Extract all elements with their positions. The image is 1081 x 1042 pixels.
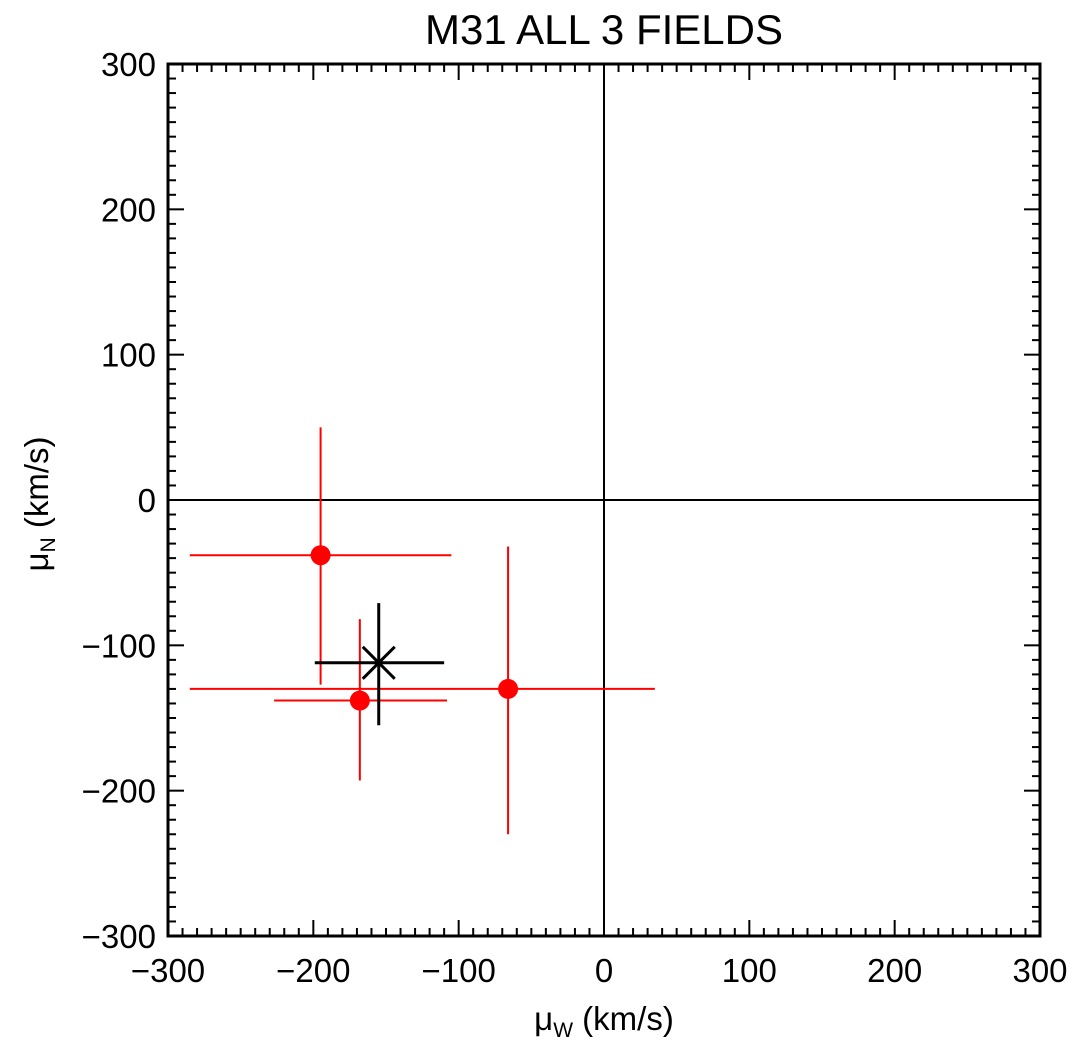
y-tick-label: −200 xyxy=(82,773,156,810)
x-axis-ticks: −300 −200 −100 0 100 200 300 xyxy=(131,64,1068,989)
y-tick-label: 0 xyxy=(138,482,156,519)
mean-point-marker xyxy=(361,645,396,680)
marker-stroke xyxy=(361,645,396,680)
y-tick-label: −300 xyxy=(82,918,156,955)
x-tick-label: 100 xyxy=(722,952,777,989)
data-point xyxy=(498,678,519,699)
chart-title: M31 ALL 3 FIELDS xyxy=(425,6,783,53)
y-axis-label: μN (km/s) xyxy=(18,437,60,572)
data-point xyxy=(310,545,331,566)
series-1 xyxy=(189,427,655,835)
series-2 xyxy=(314,603,445,726)
x-tick-label: −300 xyxy=(131,952,205,989)
x-tick-label: −200 xyxy=(276,952,350,989)
data-marks xyxy=(189,427,655,835)
data-point xyxy=(349,690,370,711)
y-tick-label: 100 xyxy=(101,337,156,374)
reference-lines xyxy=(168,64,1040,936)
x-tick-label: 300 xyxy=(1012,952,1067,989)
x-tick-label: −100 xyxy=(421,952,495,989)
y-tick-label: −100 xyxy=(82,627,156,664)
y-tick-label: 200 xyxy=(101,191,156,228)
y-axis-ticks: −300 −200 −100 0 100 200 300 xyxy=(82,46,1040,955)
x-tick-label: 200 xyxy=(867,952,922,989)
x-axis-label: μW (km/s) xyxy=(534,1000,674,1042)
x-tick-label: 0 xyxy=(595,952,613,989)
y-tick-label: 300 xyxy=(101,46,156,83)
